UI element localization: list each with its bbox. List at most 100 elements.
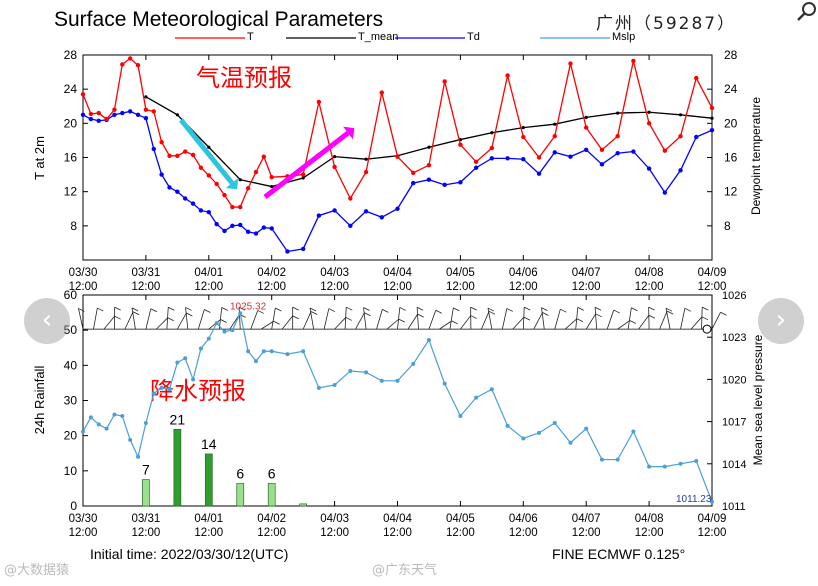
wind-barb [512,316,525,330]
wind-barb [124,311,134,330]
t-mean-point [710,116,714,120]
rain-bar-label: 7 [142,462,150,478]
wind-barb-flag [701,316,709,321]
wind-barb [428,310,437,330]
mslp-point [694,458,699,463]
rain-tick-label: 20 [64,429,78,443]
previous-image-button[interactable]: ‹ [24,298,70,344]
mslp-point [191,377,196,382]
t-point [96,110,101,116]
td-point [568,154,573,159]
wind-barb [386,318,400,330]
wind-barb [166,307,169,330]
wind-barb-flag [345,317,352,321]
mslp-point [136,454,141,459]
x-tick-date-bottom: 03/31 [132,513,161,525]
td-point [245,229,251,235]
wind-barb [701,307,703,330]
wind-barb [533,312,543,330]
mslp-min-label: 1011.23 [676,494,712,505]
x-tick-date-bottom: 04/01 [194,513,223,525]
t-mean-point [490,131,494,135]
mslp-point [474,395,479,400]
t-point [206,173,211,178]
chart-title: Surface Meteorological Parameters [54,8,384,31]
rain-bar [299,503,307,507]
cooling-arrow-shaft [179,118,234,185]
td-point [536,171,542,176]
wind-barb [323,308,330,330]
t-point [489,145,495,151]
x-tick-date-bottom: 04/09 [698,513,727,525]
mslp-point [159,385,164,390]
t-point [442,79,447,84]
wind-barb [554,309,561,330]
mslp-point [458,413,463,418]
x-tick-time-top: 12:00 [446,281,475,293]
wind-barb [627,307,632,330]
y-tick-label: 24 [64,82,78,96]
t-point [363,169,369,175]
wind-barb [680,308,686,330]
mslp-point [222,329,227,334]
t-mean-point [301,176,305,180]
td-point [214,221,219,227]
mslp-point [505,423,510,428]
pressure-tick-label: 1017 [722,417,746,429]
mslp-point [489,387,494,392]
x-tick-date-top: 04/02 [257,267,286,279]
x-tick-time-bottom: 12:00 [194,527,223,539]
rain-tick-label: 50 [64,323,78,337]
mslp-point [537,430,542,435]
td-point [379,215,384,220]
t-point [143,107,149,112]
t-line [82,57,713,208]
wind-barb-flag [576,318,584,323]
t-point [599,147,605,153]
x-tick-time-top: 12:00 [320,281,349,293]
t-point [631,58,636,64]
search-icon[interactable] [796,0,818,22]
td-point [96,118,101,123]
wind-barb-flag [665,307,673,312]
wind-barb-flag [185,307,192,311]
t-point [190,152,196,158]
x-tick-date-bottom: 04/03 [320,513,349,525]
t-point [568,61,573,66]
t-mean-point [427,145,431,149]
mslp-point [238,311,243,316]
wind-barb-flag [363,307,370,311]
mslp-point [710,499,714,504]
y-tick-label: 28 [64,48,78,62]
wind-barb-flag [114,315,121,320]
y2-tick-label: 8 [724,219,731,233]
td-point [175,189,180,194]
wind-barb [218,307,223,330]
wind-barb-flag [97,307,104,312]
mslp-point [183,356,188,361]
t-point [230,204,235,210]
wind-barb [376,309,383,330]
mslp-point [198,346,203,351]
warming-arrow-head [343,126,355,140]
mslp-point [246,349,251,354]
wind-barb [416,307,419,330]
t-point [646,121,652,126]
wind-barb-flag [275,307,282,312]
x-tick-time-top: 12:00 [383,281,412,293]
legend-label-T: T [247,31,254,43]
wind-barb-flag [435,309,442,314]
t-point [426,162,432,168]
x-tick-time-bottom: 12:00 [132,527,161,539]
wind-barb-flag [595,313,602,318]
x-tick-date-top: 04/07 [572,267,601,279]
td-point [80,112,86,117]
td-point [709,127,715,133]
next-image-button[interactable]: › [758,298,804,344]
td-point [489,156,495,161]
wind-barb-flag [542,312,549,316]
t-point [536,155,542,160]
t-point [505,73,510,78]
t-mean-point [647,110,651,114]
td-point [348,223,353,229]
